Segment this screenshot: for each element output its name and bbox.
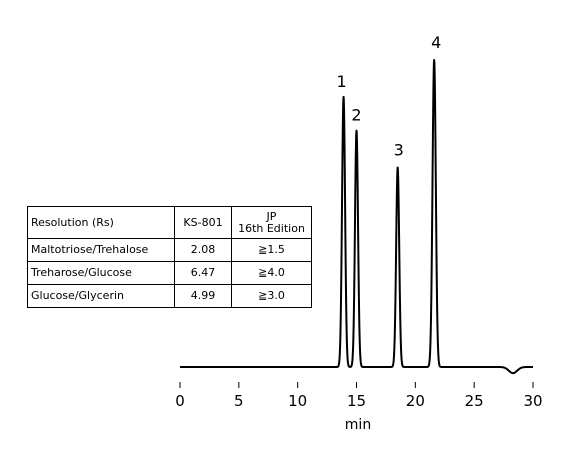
row-jp-value: ≧3.0: [231, 284, 312, 308]
x-tick-label: 10: [288, 392, 307, 410]
table-header-row: Resolution (Rs) KS-801 JP 16th Edition: [27, 206, 312, 239]
x-tick-label: 20: [406, 392, 425, 410]
row-jp-value: ≧4.0: [231, 261, 312, 285]
x-tick-label: 15: [347, 392, 366, 410]
peak-label-1: 1: [336, 72, 346, 91]
table-row: Maltotriose/Trehalose 2.08 ≧1.5: [27, 238, 312, 262]
row-pair: Maltotriose/Trehalose: [27, 238, 175, 262]
x-axis-tick-labels: 0 5 10 15 20 25 30: [175, 392, 542, 410]
x-tick-label: 0: [175, 392, 185, 410]
header-ks801: KS-801: [174, 206, 232, 239]
x-tick-label: 5: [234, 392, 244, 410]
resolution-table: Resolution (Rs) KS-801 JP 16th Edition M…: [27, 206, 312, 308]
table-row: Treharose/Glucose 6.47 ≧4.0: [27, 261, 312, 285]
row-ks801-value: 2.08: [174, 238, 232, 262]
header-resolution: Resolution (Rs): [27, 206, 175, 239]
header-jp: JP 16th Edition: [231, 206, 312, 239]
row-ks801-value: 6.47: [174, 261, 232, 285]
x-axis-ticks: [179, 382, 534, 388]
x-tick-label: 30: [523, 392, 542, 410]
x-axis-title: min: [345, 417, 371, 433]
x-tick-label: 25: [465, 392, 484, 410]
row-ks801-value: 4.99: [174, 284, 232, 308]
row-pair: Treharose/Glucose: [27, 261, 175, 285]
peak-label-4: 4: [431, 33, 441, 52]
header-jp-line1: JP: [266, 209, 277, 223]
peak-label-2: 2: [351, 106, 361, 125]
row-jp-value: ≧1.5: [231, 238, 312, 262]
chromatogram-trace: [179, 59, 534, 375]
peak-labels: 12 3 4: [336, 33, 441, 159]
table-row: Glucose/Glycerin 4.99 ≧3.0: [27, 284, 312, 308]
header-jp-line2: 16th Edition: [238, 221, 305, 235]
row-pair: Glucose/Glycerin: [27, 284, 175, 308]
peak-label-3: 3: [394, 140, 404, 159]
